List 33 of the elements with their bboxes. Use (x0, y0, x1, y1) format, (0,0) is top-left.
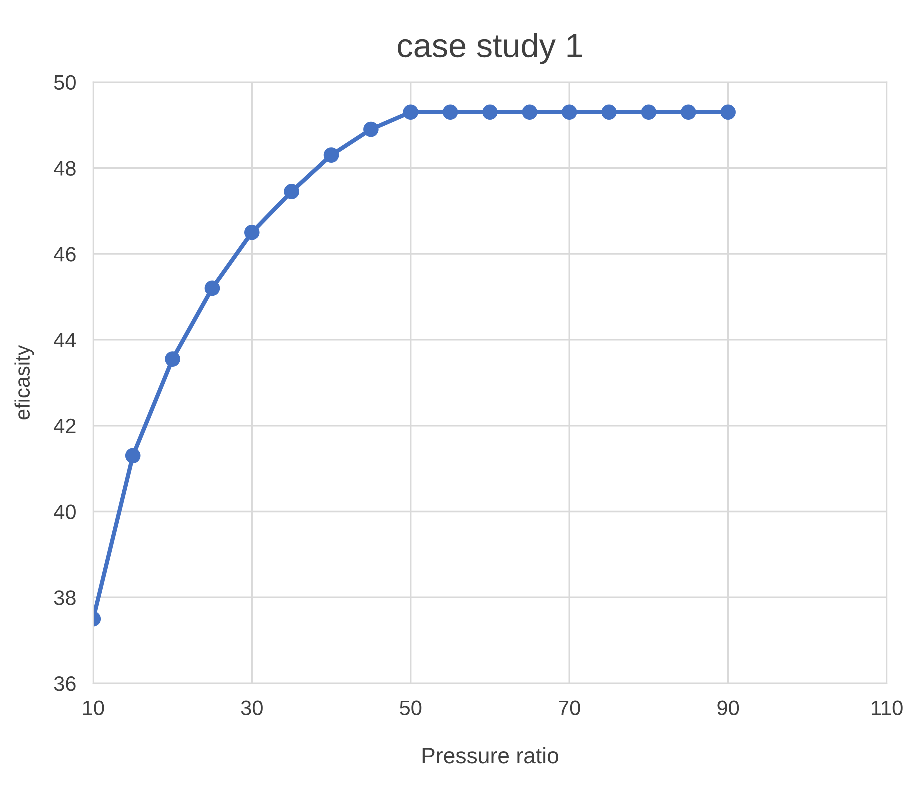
point (681, 104, 696, 120)
x-tick-label: 90 (718, 700, 740, 716)
chart-title: case study 1 (398, 33, 582, 64)
point (284, 184, 300, 200)
point (165, 352, 180, 367)
y-tick-label: 44 (54, 333, 76, 348)
point (720, 104, 736, 120)
x-axis-title: Pressure ratio (422, 747, 558, 764)
y-tick-label: 46 (54, 247, 76, 262)
point (364, 122, 379, 138)
y-tick-label: 36 (54, 676, 76, 692)
y-tick-label: 40 (54, 504, 76, 520)
point (562, 104, 578, 120)
x-tick-label: 70 (559, 700, 580, 716)
y-tick-label: 48 (54, 161, 76, 176)
point (403, 104, 419, 120)
point (602, 104, 617, 120)
x-tick-label: 10 (83, 700, 104, 716)
point (522, 104, 538, 120)
point (204, 280, 220, 296)
point (442, 104, 458, 120)
x-tick-label: 50 (400, 700, 422, 716)
point (125, 448, 141, 464)
y-axis-title: eficasity (14, 345, 34, 420)
x-tick-label: 110 (872, 700, 903, 716)
point (482, 104, 498, 120)
y-tick-label: 42 (54, 418, 76, 434)
point (324, 148, 340, 163)
y-tick-label: 50 (54, 75, 76, 90)
y-tick-label: 38 (54, 590, 76, 606)
point (244, 224, 260, 240)
point (641, 104, 657, 120)
x-tick-label: 30 (241, 700, 263, 716)
